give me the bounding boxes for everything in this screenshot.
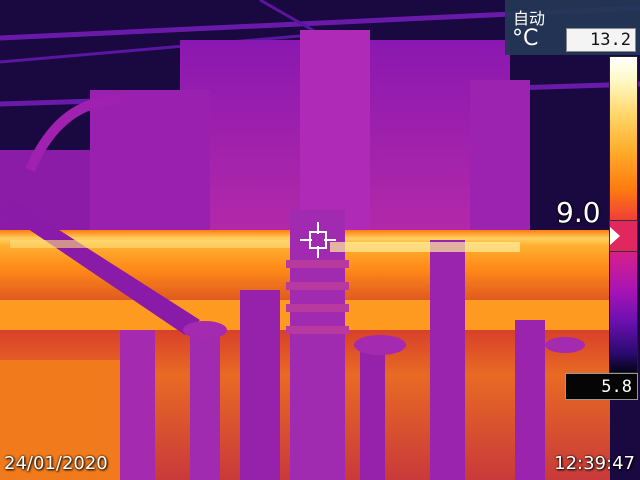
spot-temp-value: 9.0 xyxy=(556,196,601,229)
min-temp-value: 5.8 xyxy=(601,377,632,397)
min-temp-box: 5.8 xyxy=(565,373,638,400)
capture-date: 24/01/2020 xyxy=(4,453,108,474)
color-scale-bar xyxy=(609,56,638,373)
crosshair-icon xyxy=(300,222,336,258)
triangle-right-icon xyxy=(610,227,620,245)
max-temp-value: 13.2 xyxy=(590,30,631,50)
capture-time: 12:39:47 xyxy=(554,453,635,474)
auto-mode-label: 自动 xyxy=(513,9,546,28)
max-temp-box: 13.2 xyxy=(566,28,636,52)
temperature-unit: °C xyxy=(512,26,539,51)
